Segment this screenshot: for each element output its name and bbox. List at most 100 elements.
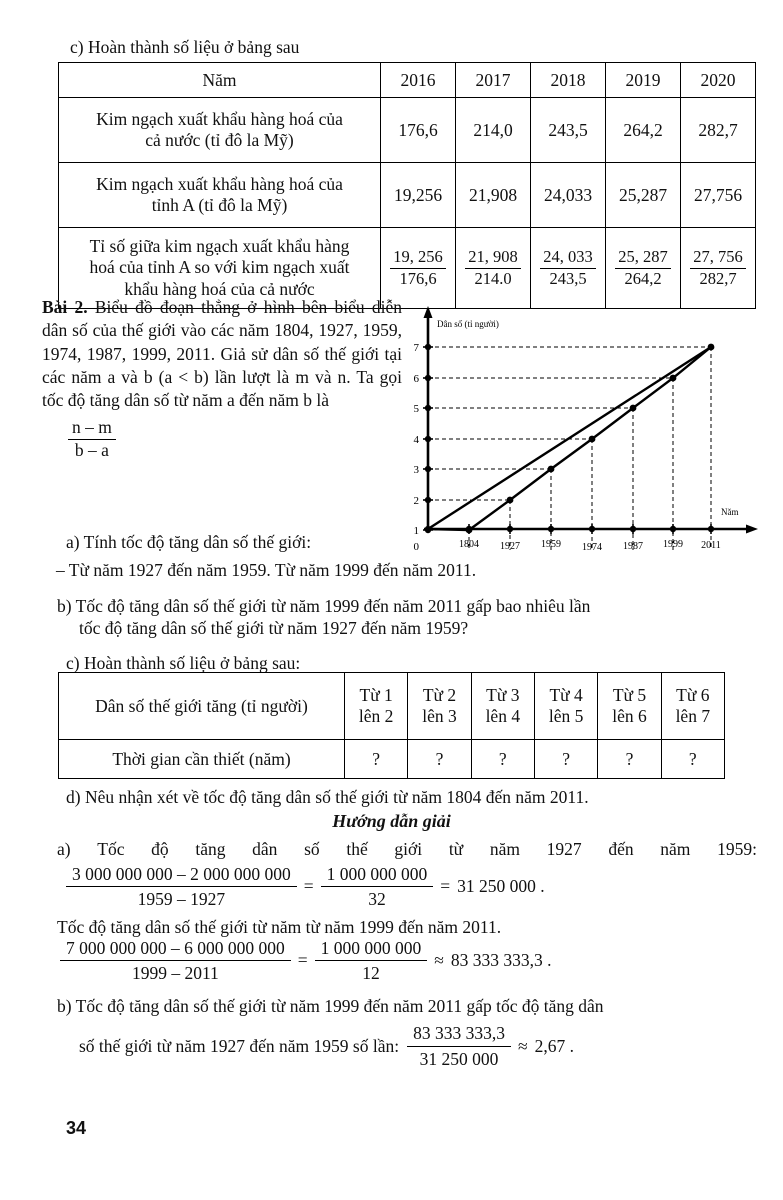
- table2-answer-0[interactable]: ?: [343, 739, 409, 779]
- fraction-denominator: b – a: [74, 440, 109, 461]
- question-a-line2: – Từ năm 1927 đến năm 1959. Từ năm 1999 …: [56, 560, 477, 580]
- table-row: Thời gian cần thiết (năm) ? ? ? ? ? ?: [58, 739, 726, 779]
- chart-ytick-4: 4: [414, 434, 420, 446]
- world-population-growth-table: Dân số thế giới tăng (tỉ người) Từ 1 lên…: [58, 672, 726, 779]
- table1-ratio-fraction-3: 25, 287 264,2: [605, 227, 681, 309]
- fraction-numerator: 21, 908: [465, 247, 521, 269]
- solution-b-result: 2,67 .: [534, 1035, 574, 1056]
- equation-1-operator-1: =: [303, 876, 314, 897]
- fraction-denominator: 32: [368, 889, 386, 910]
- chart-ytick-6: 6: [414, 373, 420, 385]
- question-d: d) Nêu nhận xét về tốc độ tăng dân số th…: [66, 787, 589, 807]
- table1-row1-value-0: 19,256: [380, 162, 456, 228]
- growth-rate-formula: n – m b – a: [68, 417, 116, 461]
- range-line2: lên 2: [358, 706, 394, 726]
- rate-formula-wrap: n – m b – a: [42, 414, 402, 461]
- chart-y-axis-label: Dân số (tỉ người): [437, 319, 499, 329]
- range-line1: Từ 2: [422, 685, 457, 706]
- sa-w5: số: [304, 839, 320, 859]
- solution-b-eqrow: số thế giới từ năm 1927 đến năm 1959 số …: [79, 1023, 574, 1068]
- table2-row1-label: Dân số thế giới tăng (tỉ người): [58, 672, 345, 740]
- fraction: 19, 256 176,6: [390, 247, 446, 288]
- range-line2: lên 4: [485, 706, 521, 726]
- intro-line-c: c) Hoàn thành số liệu ở bảng sau: [70, 37, 300, 57]
- table1-row1-label-line1: Kim ngạch xuất khẩu hàng hoá của: [96, 173, 343, 194]
- fraction-numerator: 1 000 000 000: [314, 938, 428, 962]
- fraction-denominator: 214.0: [474, 268, 512, 288]
- table2-range-3: Từ 4 lên 5: [533, 672, 599, 740]
- table2-range-5: Từ 6 lên 7: [660, 672, 726, 740]
- sa-w12: năm: [660, 839, 691, 859]
- chart-ytick-1: 1: [414, 525, 420, 537]
- table1-ratio-fraction-0: 19, 256 176,6: [380, 227, 456, 309]
- table1-header-year-0: 2016: [380, 62, 456, 98]
- fraction-denominator: 1999 – 2011: [131, 963, 219, 984]
- sa-w2: độ: [151, 839, 169, 859]
- fraction-denominator: 12: [362, 963, 380, 984]
- chart-xtick-1974: 1974: [582, 542, 602, 550]
- range-line1: Từ 5: [612, 685, 647, 706]
- chart-ytick-5: 5: [414, 403, 420, 415]
- equation-1: 3 000 000 000 – 2 000 000 000 1959 – 192…: [66, 864, 545, 909]
- chart-xtick-1959: 1959: [541, 539, 561, 550]
- table-row: Năm 2016 2017 2018 2019 2020: [58, 62, 756, 98]
- table1-ratio-fraction-1: 21, 908 214.0: [455, 227, 531, 309]
- question-c: c) Hoàn thành số liệu ở bảng sau:: [66, 653, 301, 673]
- question-b-line2: tốc độ tăng dân số thế giới từ năm 1927 …: [79, 618, 469, 639]
- table2-answer-2[interactable]: ?: [470, 739, 535, 779]
- sa-w9: năm: [489, 839, 520, 859]
- sa-w8: từ: [448, 839, 464, 859]
- page-number: 34: [66, 1118, 87, 1138]
- chart-trend-segment: [427, 345, 712, 531]
- table1-row0-label: Kim ngạch xuất khẩu hàng hoá của cả nước…: [58, 97, 381, 163]
- table2-range-4: Từ 5 lên 6: [597, 672, 662, 740]
- sa-w11: đến: [608, 839, 634, 859]
- table2-answer-3[interactable]: ?: [533, 739, 599, 779]
- fraction-denominator: 176,6: [399, 268, 437, 288]
- table2-answer-5[interactable]: ?: [660, 739, 726, 779]
- fraction-denominator: 282,7: [699, 268, 737, 288]
- fraction: 21, 908 214.0: [465, 247, 521, 288]
- fraction-numerator: 7 000 000 000 – 6 000 000 000: [60, 938, 291, 962]
- table1-row0-value-3: 264,2: [605, 97, 681, 163]
- table1-row1-value-4: 27,756: [680, 162, 756, 228]
- equation-1-fraction-2: 1 000 000 000 32: [320, 864, 434, 910]
- chart-origin-label: 0: [414, 541, 420, 550]
- solution-heading: Hướng dẫn giải: [332, 811, 451, 831]
- table1-header-year-4: 2020: [680, 62, 756, 98]
- table1-ratio-label-line2: hoá của tỉnh A so với kim ngạch xuất: [89, 257, 350, 278]
- range-line2: lên 3: [422, 706, 457, 726]
- chart-xtick-2011: 2011: [701, 540, 721, 550]
- table1-row1-label: Kim ngạch xuất khẩu hàng hoá của tỉnh A …: [58, 162, 381, 228]
- population-line-chart: Dân số (tỉ người) Năm 7 6 5 4 3 2 1 0 18…: [405, 300, 780, 550]
- problem-2-block: Bài 2. Biểu đồ đoạn thẳng ở hình bên biể…: [42, 296, 402, 461]
- equation-2-operator-2: ≈: [434, 950, 444, 971]
- equation-1-result: 31 250 000 .: [457, 876, 545, 897]
- table1-row0-label-line2: cả nước (tỉ đô la Mỹ): [145, 130, 294, 150]
- table1-row0-label-line1: Kim ngạch xuất khẩu hàng hoá của: [96, 108, 343, 129]
- table2-answer-4[interactable]: ?: [597, 739, 662, 779]
- problem-2-body: Biểu đồ đoạn thẳng ở hình bên biểu diễn …: [42, 297, 403, 411]
- fraction-numerator: n – m: [68, 417, 116, 441]
- table2-range-0: Từ 1 lên 2: [343, 672, 409, 740]
- table2-answer-1[interactable]: ?: [407, 739, 472, 779]
- fraction-numerator: 1 000 000 000: [320, 864, 434, 888]
- equation-2-fraction-1: 7 000 000 000 – 6 000 000 000 1999 – 201…: [60, 938, 291, 983]
- table1-row1-value-1: 21,908: [455, 162, 531, 228]
- table1-row1-label-line2: tỉnh A (tỉ đô la Mỹ): [151, 195, 288, 215]
- table1-row0-value-4: 282,7: [680, 97, 756, 163]
- range-line2: lên 5: [548, 706, 584, 726]
- question-b-line1: b) Tốc độ tăng dân số thế giới từ năm 19…: [57, 596, 591, 616]
- table2-range-1: Từ 2 lên 3: [407, 672, 472, 740]
- fraction-denominator: 31 250 000: [419, 1048, 499, 1069]
- sa-w10: 1927: [546, 839, 582, 859]
- table1-ratio-fraction-4: 27, 756 282,7: [680, 227, 756, 309]
- table2-row2-label: Thời gian cần thiết (năm): [58, 739, 345, 779]
- table2-range-2: Từ 3 lên 4: [470, 672, 535, 740]
- solution-b-line2-prefix: số thế giới từ năm 1927 đến năm 1959 số …: [79, 1035, 400, 1056]
- fraction: 27, 756 282,7: [690, 247, 746, 288]
- table-row: Dân số thế giới tăng (tỉ người) Từ 1 lên…: [58, 672, 726, 740]
- fraction-numerator: 3 000 000 000 – 2 000 000 000: [66, 864, 297, 888]
- table1-header-year-3: 2019: [605, 62, 681, 98]
